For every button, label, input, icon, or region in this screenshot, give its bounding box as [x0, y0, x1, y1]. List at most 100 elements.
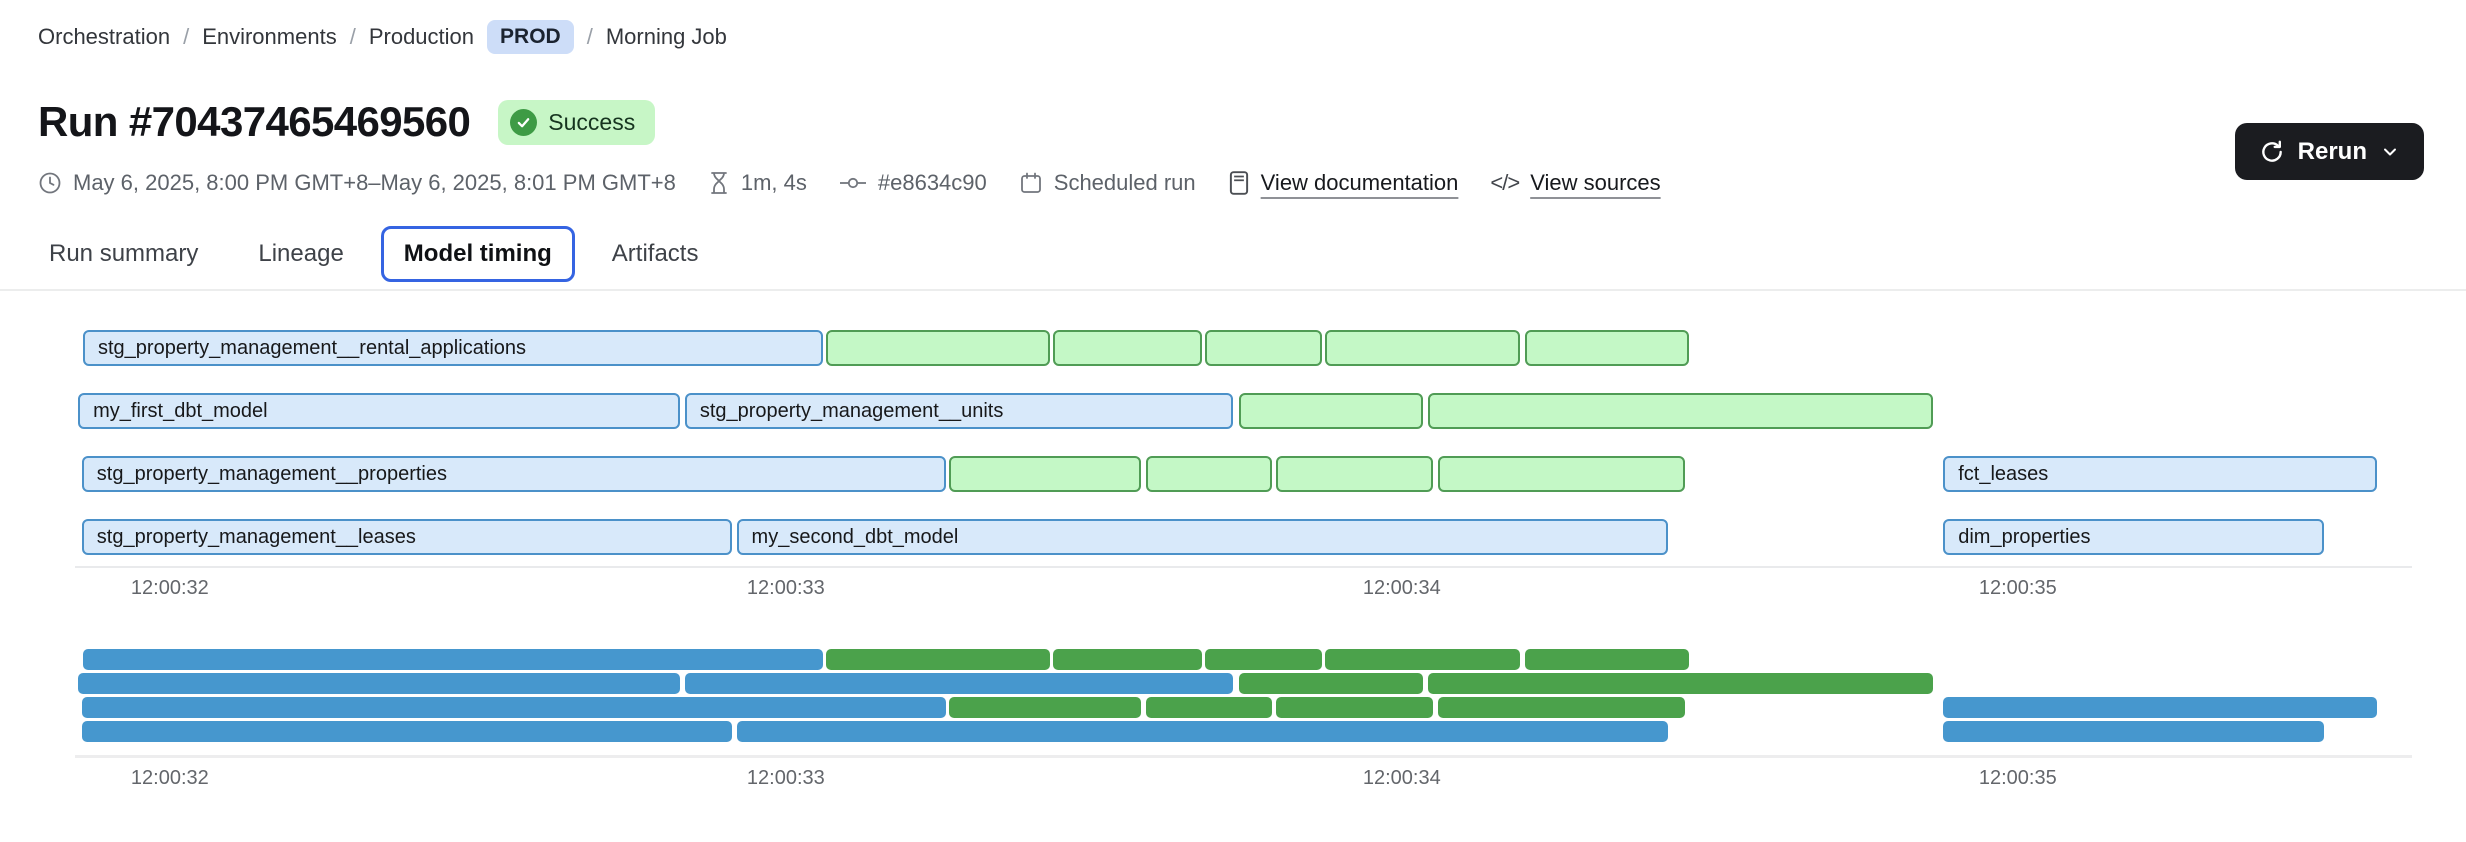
time-axis-tick: 12:00:34 [1362, 577, 1441, 599]
gantt-bar-segment[interactable] [825, 330, 1051, 366]
minimap-bar-stg_property_management__properties [81, 697, 946, 718]
model-name-label: my_first_dbt_model [93, 399, 268, 422]
minimap-bar-my_second_dbt_model [736, 721, 1668, 742]
clock-icon [39, 172, 61, 194]
minimap-bar-stg_property_management__rental_applications [83, 649, 823, 670]
gantt-row: stg_property_management__properties fct_l… [75, 456, 2412, 492]
gantt-row: my_first_dbt_model stg_property_managemen… [75, 393, 2412, 429]
minimap-bar-segment [1052, 649, 1202, 670]
minimap-bar-segment [949, 697, 1141, 718]
run-trigger: Scheduled run [1019, 170, 1196, 196]
gantt-bar-segment[interactable] [949, 456, 1141, 492]
breadcrumb-orchestration[interactable]: Orchestration [38, 24, 171, 49]
gantt-chart: stg_property_management__rental_applicat… [75, 291, 2412, 555]
breadcrumb-production[interactable]: Production [368, 24, 475, 49]
minimap-row [75, 721, 2412, 742]
minimap-bar-stg_property_management__leases [81, 721, 732, 742]
gantt-bar-segment[interactable] [1437, 456, 1686, 492]
minimap-bar-segment [825, 649, 1051, 670]
minimap-bar-segment [1204, 649, 1322, 670]
minimap-bar-stg_property_management__units [684, 673, 1234, 694]
time-axis-tick: 12:00:35 [1978, 767, 2057, 789]
gantt-bar-stg_property_management__units[interactable]: stg_property_management__units [684, 393, 1234, 429]
minimap-time-axis: 12:00:32 12:00:33 12:00:34 12:00:35 [75, 767, 2412, 793]
minimap-bar-fct_leases [1943, 697, 2378, 718]
chevron-down-icon [2380, 142, 2400, 162]
gantt-bar-fct_leases[interactable]: fct_leases [1943, 456, 2378, 492]
title-row: Run #70437465469560 Success [38, 98, 2466, 146]
time-axis: 12:00:32 12:00:33 12:00:34 12:00:35 [75, 577, 2412, 603]
gantt-bar-stg_property_management__leases[interactable]: stg_property_management__leases [81, 519, 732, 555]
hourglass-icon [710, 172, 727, 194]
minimap-bar-segment [1238, 673, 1423, 694]
minimap-row [75, 673, 2412, 694]
gantt-row: stg_property_management__leases my_second… [75, 519, 2412, 555]
gantt-bar-segment[interactable] [1524, 330, 1689, 366]
minimap-bar-segment [1427, 673, 1933, 694]
minimap-bar-dim_properties [1943, 721, 2324, 742]
tab-lineage[interactable]: Lineage [258, 240, 344, 267]
rerun-button[interactable]: Rerun [2234, 123, 2424, 180]
breadcrumb: Orchestration / Environments / Productio… [38, 20, 2466, 54]
gantt-bar-segment[interactable] [1145, 456, 1272, 492]
minimap-bar-my_first_dbt_model [78, 673, 680, 694]
timeline-minimap[interactable] [75, 649, 2412, 742]
time-axis-tick: 12:00:34 [1362, 767, 1441, 789]
breadcrumb-environments[interactable]: Environments [202, 24, 337, 49]
status-badge: Success [498, 99, 656, 145]
gantt-bar-stg_property_management__rental_applications[interactable]: stg_property_management__rental_applicat… [83, 330, 823, 366]
run-tabs: Run summary Lineage Model timing Artifac… [26, 226, 2466, 282]
gantt-bar-my_first_dbt_model[interactable]: my_first_dbt_model [78, 393, 680, 429]
minimap-bar-segment [1524, 649, 1689, 670]
gantt-bar-my_second_dbt_model[interactable]: my_second_dbt_model [736, 519, 1668, 555]
run-metadata: May 6, 2025, 8:00 PM GMT+8–May 6, 2025, … [38, 170, 2466, 196]
minimap-bar-segment [1275, 697, 1433, 718]
model-name-label: dim_properties [1958, 525, 2091, 548]
documentation-icon [1229, 171, 1248, 195]
view-documentation-link[interactable]: View documentation [1228, 170, 1458, 196]
model-name-label: stg_property_management__leases [96, 525, 416, 548]
run-time-range: May 6, 2025, 8:00 PM GMT+8–May 6, 2025, … [38, 170, 676, 196]
gantt-bar-stg_property_management__properties[interactable]: stg_property_management__properties [81, 456, 946, 492]
gantt-row: stg_property_management__rental_applicat… [75, 330, 2412, 366]
success-check-icon [510, 108, 538, 136]
model-timing-chart: stg_property_management__rental_applicat… [75, 291, 2412, 793]
model-name-label: my_second_dbt_model [751, 525, 959, 548]
model-name-label: stg_property_management__rental_applicat… [98, 336, 527, 359]
tab-model-timing[interactable]: Model timing [380, 226, 575, 282]
page-title: Run #70437465469560 [38, 98, 471, 145]
view-sources-link[interactable]: </> View sources [1490, 170, 1661, 195]
chart-axis-divider [75, 566, 2412, 568]
model-name-label: fct_leases [1958, 462, 2049, 485]
calendar-icon [1020, 172, 1041, 193]
gantt-bar-segment[interactable] [1275, 456, 1433, 492]
breadcrumb-separator: / [183, 24, 190, 49]
breadcrumb-job-name[interactable]: Morning Job [605, 24, 727, 49]
minimap-bar-segment [1145, 697, 1272, 718]
time-axis-tick: 12:00:33 [746, 767, 825, 789]
tab-artifacts[interactable]: Artifacts [611, 240, 699, 267]
model-name-label: stg_property_management__properties [96, 462, 447, 485]
commit-icon [839, 177, 866, 189]
status-label: Success [548, 108, 636, 135]
commit-sha: #e8634c90 [839, 170, 987, 196]
environment-badge: PROD [487, 20, 574, 54]
minimap-row [75, 697, 2412, 718]
refresh-icon [2259, 139, 2285, 165]
tab-run-summary[interactable]: Run summary [49, 240, 199, 267]
breadcrumb-separator: / [349, 24, 356, 49]
time-axis-tick: 12:00:32 [130, 767, 209, 789]
breadcrumb-separator: / [586, 24, 593, 49]
run-duration: 1m, 4s [708, 170, 807, 196]
gantt-bar-segment[interactable] [1324, 330, 1521, 366]
gantt-bar-segment[interactable] [1204, 330, 1322, 366]
time-axis-tick: 12:00:32 [130, 577, 209, 599]
minimap-bar-segment [1324, 649, 1521, 670]
gantt-bar-segment[interactable] [1238, 393, 1423, 429]
minimap-bar-segment [1437, 697, 1686, 718]
gantt-bar-segment[interactable] [1427, 393, 1933, 429]
minimap-row [75, 649, 2412, 670]
gantt-bar-segment[interactable] [1052, 330, 1202, 366]
gantt-bar-dim_properties[interactable]: dim_properties [1943, 519, 2324, 555]
